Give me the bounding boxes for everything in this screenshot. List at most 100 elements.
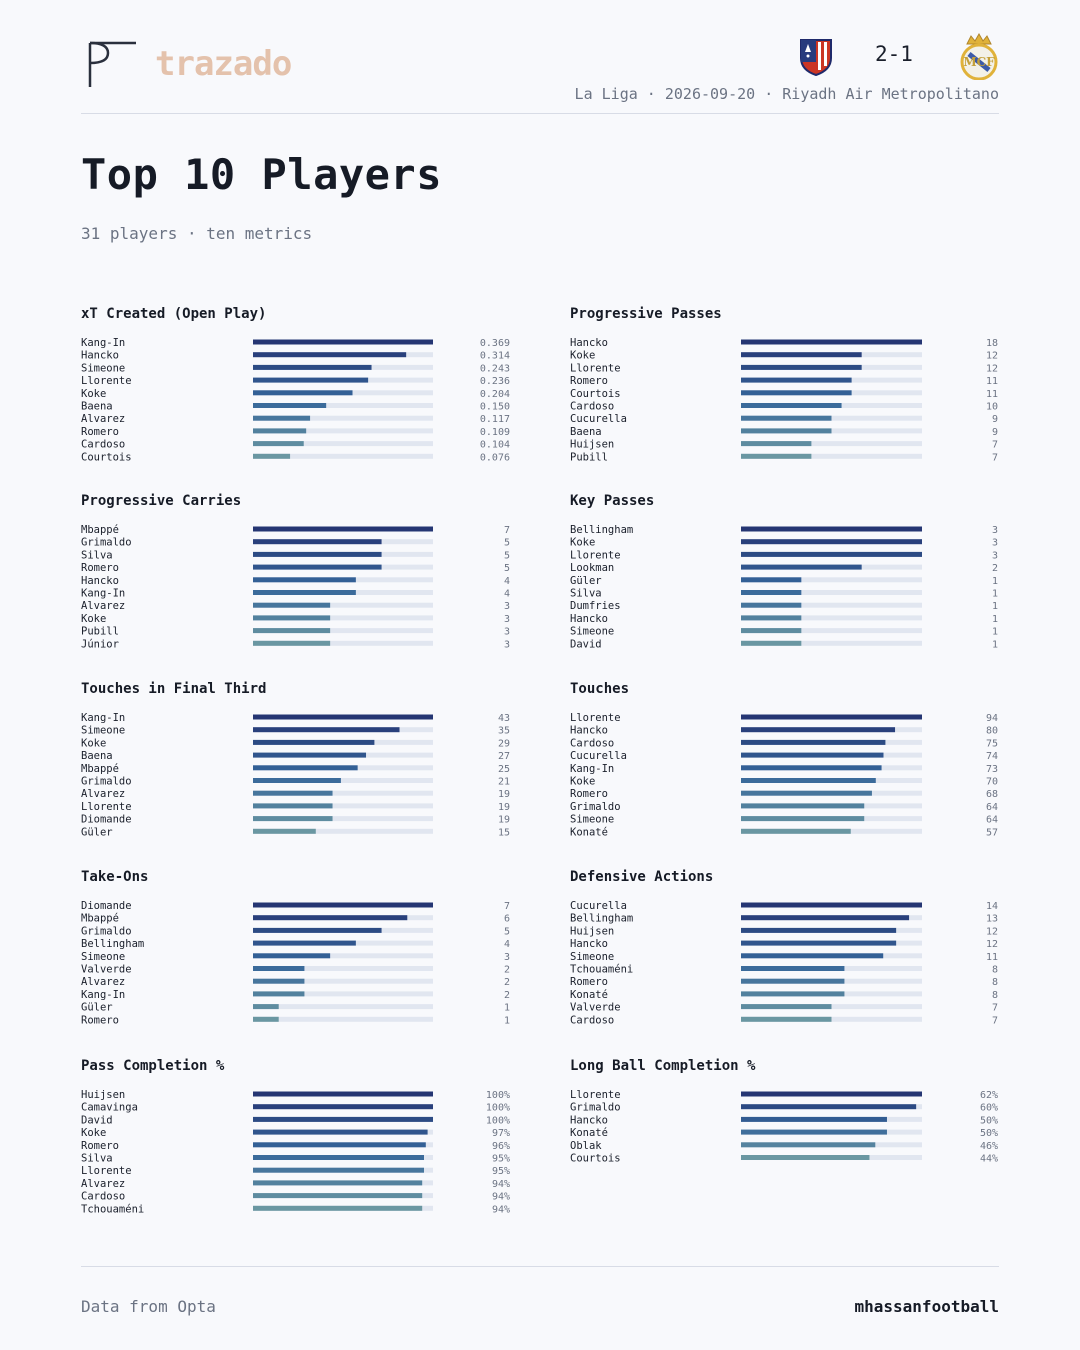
bar-track — [741, 640, 922, 646]
value-bar — [253, 727, 400, 733]
value-bar — [253, 352, 407, 358]
value-bar — [741, 991, 845, 997]
value-label: 100% — [486, 1090, 510, 1101]
match-info: La Liga · 2026-09-20 · Riyadh Air Metrop… — [574, 85, 999, 103]
value-label: 11 — [986, 952, 998, 963]
value-bar — [741, 739, 886, 745]
value-label: 1 — [992, 639, 998, 650]
bar-track — [741, 615, 922, 621]
player-name: Tchouaméni — [81, 1203, 144, 1215]
value-bar — [253, 927, 382, 933]
value-bar — [741, 816, 865, 822]
player-name: Oblak — [570, 1140, 602, 1152]
player-name: Valverde — [81, 964, 132, 976]
value-bar — [741, 828, 851, 834]
value-bar — [253, 364, 372, 370]
value-label: 68 — [986, 789, 998, 800]
data-source: Data from Opta — [81, 1297, 216, 1316]
value-bar — [741, 339, 922, 345]
value-label: 13 — [986, 914, 998, 925]
value-label: 12 — [986, 926, 998, 937]
atletico-crest-icon[interactable] — [799, 36, 833, 76]
player-name: Kang-In — [81, 712, 125, 724]
value-bar — [741, 364, 862, 370]
value-bar — [741, 778, 876, 783]
player-name: Simeone — [570, 626, 614, 638]
value-bar — [253, 526, 433, 532]
value-label: 4 — [504, 939, 510, 950]
player-name: Cardoso — [81, 1191, 125, 1203]
bar-track — [253, 602, 433, 608]
player-name: Bellingham — [570, 524, 633, 536]
bar-track — [253, 640, 433, 646]
player-name: Tchouaméni — [570, 964, 633, 976]
player-name: Simeone — [81, 725, 125, 737]
value-label: 0.076 — [480, 452, 510, 463]
value-label: 11 — [986, 376, 998, 387]
value-bar — [253, 441, 304, 447]
value-label: 19 — [498, 815, 510, 826]
player-name: Baena — [570, 426, 602, 438]
player-name: Dumfries — [570, 600, 621, 612]
value-label: 0.117 — [480, 414, 510, 425]
value-bar — [253, 902, 433, 908]
value-label: 8 — [992, 965, 998, 976]
value-label: 12 — [986, 939, 998, 950]
player-name: Mbappé — [81, 763, 119, 775]
value-bar — [253, 752, 367, 758]
value-label: 3 — [504, 639, 510, 650]
page-subtitle: 31 players · ten metrics — [81, 224, 313, 243]
value-label: 9 — [992, 427, 998, 438]
value-label: 8 — [992, 977, 998, 988]
value-label: 74 — [986, 751, 998, 762]
value-bar — [253, 1180, 423, 1186]
bar-track — [741, 590, 922, 595]
value-label: 75 — [986, 738, 998, 749]
value-label: 19 — [498, 802, 510, 813]
value-label: 0.204 — [480, 389, 510, 400]
value-bar — [741, 1091, 922, 1097]
value-bar — [253, 953, 331, 959]
value-label: 3 — [992, 525, 998, 536]
value-bar — [741, 640, 802, 646]
bar-track — [741, 453, 922, 459]
value-label: 3 — [504, 952, 510, 963]
value-label: 15 — [498, 827, 510, 838]
value-bar — [253, 602, 331, 608]
panel-title: Long Ball Completion % — [570, 1058, 756, 1074]
value-label: 0.109 — [480, 427, 510, 438]
value-bar — [253, 803, 333, 809]
value-bar — [741, 453, 812, 459]
player-name: Courtois — [570, 1153, 621, 1165]
value-bar — [741, 602, 802, 608]
brand-name: trazado — [155, 44, 292, 84]
panel-title: xT Created (Open Play) — [81, 306, 267, 322]
value-bar — [741, 1142, 876, 1148]
value-bar — [253, 1104, 433, 1110]
value-bar — [253, 377, 369, 383]
value-label: 94% — [492, 1192, 510, 1203]
player-name: Koke — [81, 737, 106, 749]
value-bar — [253, 966, 305, 971]
player-name: Bellingham — [81, 938, 144, 950]
value-label: 0.243 — [480, 363, 510, 374]
value-label: 1 — [504, 1015, 510, 1026]
value-bar — [741, 902, 922, 908]
player-name: Llorente — [570, 1089, 621, 1101]
bar-track — [741, 602, 922, 608]
value-label: 73 — [986, 764, 998, 775]
value-label: 80 — [986, 726, 998, 737]
player-name: Grimaldo — [570, 801, 621, 813]
player-name: Koke — [570, 776, 595, 788]
bar-track — [253, 415, 433, 421]
value-label: 6 — [504, 914, 510, 925]
value-bar — [741, 564, 862, 570]
value-label: 25 — [498, 764, 510, 775]
bar-track — [253, 790, 433, 796]
value-bar — [741, 915, 910, 921]
metric-panel: xT Created (Open Play) Kang-In 0.369 Hancko… — [81, 306, 511, 476]
value-bar — [253, 551, 382, 557]
player-name: Bellingham — [570, 913, 633, 925]
value-bar — [741, 1016, 832, 1022]
real-madrid-crest-icon[interactable]: MCF — [959, 32, 999, 80]
